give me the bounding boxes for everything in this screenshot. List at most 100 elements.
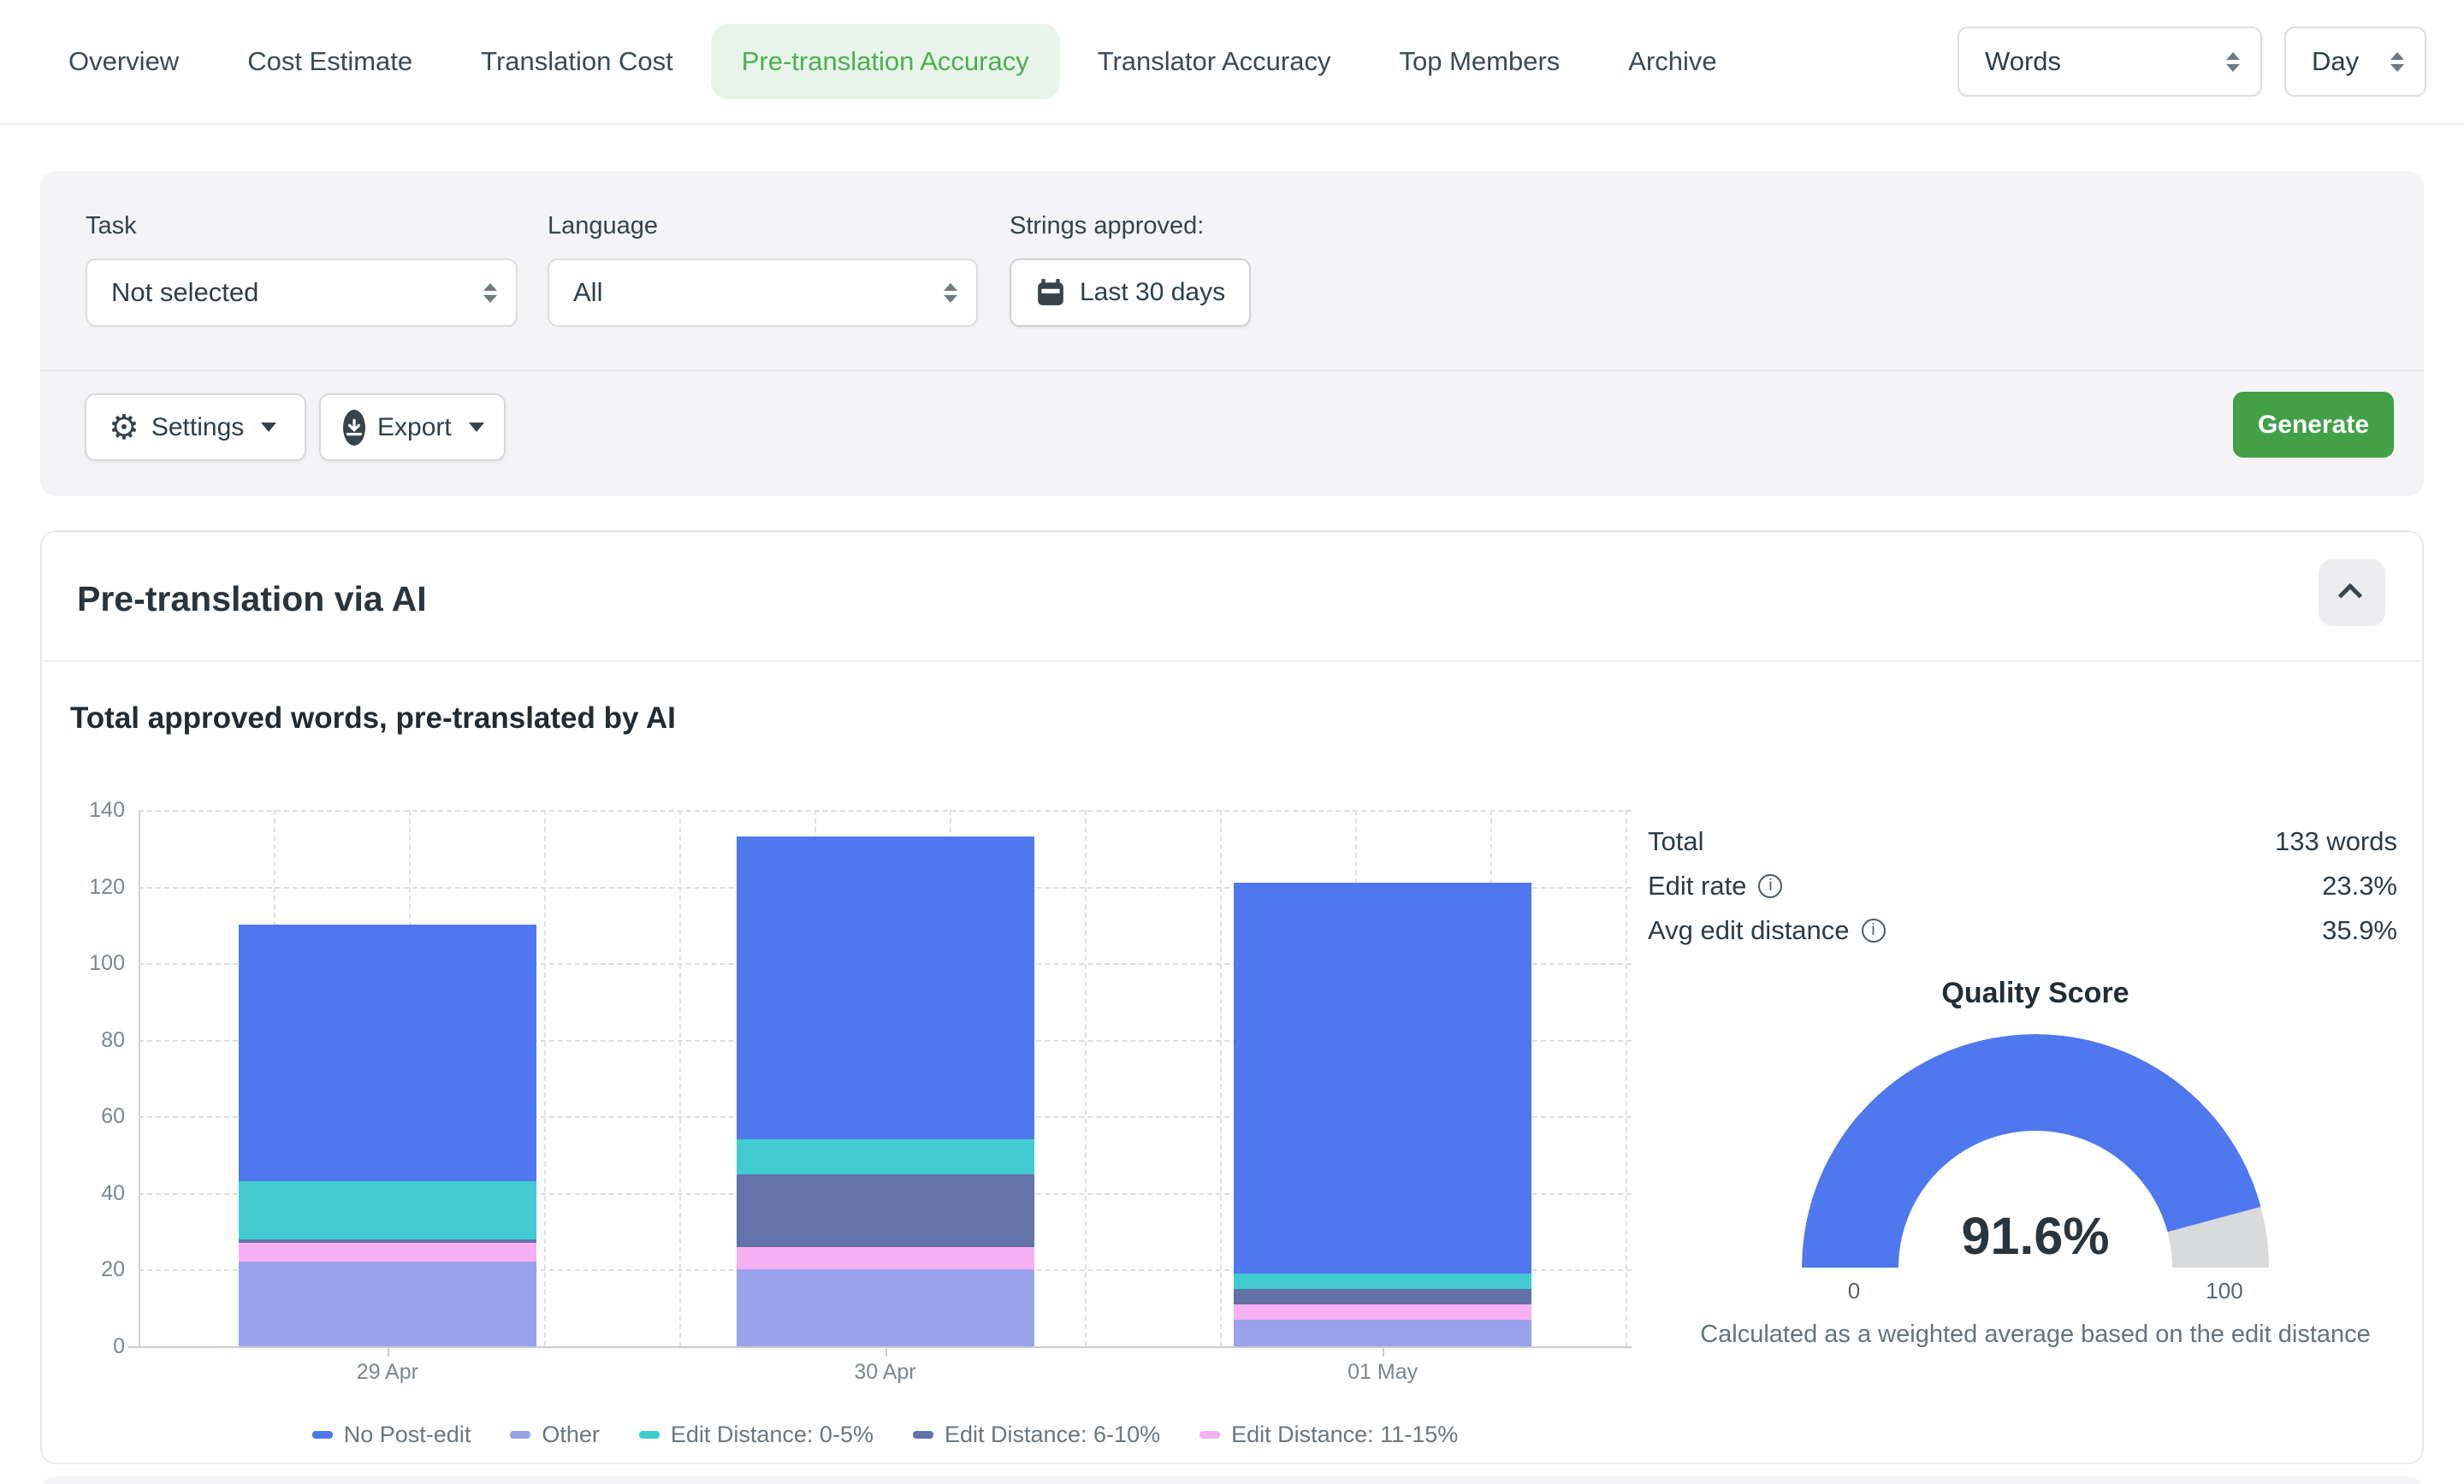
date-range-button[interactable]: Last 30 days <box>1010 258 1252 327</box>
gear-icon: ⚙ <box>109 407 139 447</box>
x-tick <box>885 1346 887 1357</box>
tab-top-members[interactable]: Top Members <box>1399 46 1561 76</box>
y-axis-line <box>139 810 140 1346</box>
segment-edit-distance-6-10[interactable] <box>736 1174 1034 1247</box>
select-arrows-icon <box>944 282 957 303</box>
stats-panel: Total 133 words Edit rate i 23.3% Avg edit di… <box>1648 819 2397 953</box>
filter-divider <box>40 370 2424 371</box>
export-button[interactable]: Export <box>319 393 506 461</box>
pretranslation-card: Pre-translation via AI Total approved wo… <box>40 530 2424 1464</box>
legend-label: No Post-edit <box>343 1422 471 1447</box>
next-section-card[interactable] <box>40 1476 2424 1484</box>
section-title: Pre-translation via AI <box>77 579 427 618</box>
segment-edit-distance-6-10[interactable] <box>238 1239 536 1244</box>
chart-legend: No Post-edit Other Edit Distance: 0-5% Edit… <box>139 1422 1632 1448</box>
task-select-value: Not selected <box>111 277 259 307</box>
segment-other[interactable] <box>238 1262 536 1346</box>
x-tick <box>387 1346 389 1357</box>
settings-button-label: Settings <box>151 412 245 441</box>
task-select[interactable]: Not selected <box>86 258 518 327</box>
gauge-value: 91.6% <box>1961 1207 2110 1265</box>
bar-01-may[interactable] <box>1234 883 1532 1346</box>
bar-29-apr[interactable] <box>238 925 536 1346</box>
tab-overview[interactable]: Overview <box>68 46 180 76</box>
select-arrows-icon <box>2226 51 2240 72</box>
stat-value: 133 words <box>2274 826 2397 856</box>
select-arrows-icon <box>483 282 497 303</box>
tab-translator-accuracy[interactable]: Translator Accuracy <box>1097 46 1331 76</box>
legend-label: Other <box>542 1422 600 1447</box>
info-icon[interactable]: i <box>1758 874 1783 898</box>
select-arrows-icon <box>2390 51 2404 72</box>
bar-30-apr[interactable] <box>736 837 1034 1346</box>
stat-row-total: Total 133 words <box>1648 819 2397 864</box>
gauge-caption: Calculated as a weighted average based o… <box>1700 1321 2371 1348</box>
segment-no-post-edit[interactable] <box>238 925 536 1182</box>
tab-translation-cost[interactable]: Translation Cost <box>481 46 673 76</box>
y-tick-label: 20 <box>101 1257 125 1282</box>
export-button-label: Export <box>377 412 452 441</box>
period-select[interactable]: Day <box>2284 27 2426 97</box>
chart-title: Total approved words, pre-translated by … <box>70 701 676 735</box>
language-select[interactable]: All <box>548 258 978 327</box>
legend-item-no-post-edit[interactable]: No Post-edit <box>311 1422 471 1448</box>
segment-edit-distance-0-5[interactable] <box>238 1181 536 1239</box>
card-divider <box>42 660 2422 662</box>
calendar-icon <box>1038 279 1063 305</box>
stat-label: Total <box>1648 826 1704 856</box>
x-tick-label: 30 Apr <box>854 1360 916 1384</box>
tab-cost-estimate[interactable]: Cost Estimate <box>247 46 413 76</box>
h-gridline <box>139 810 1632 812</box>
filter-panel: Task Not selected Language All Strings a… <box>40 171 2424 496</box>
caret-down-icon <box>261 423 277 432</box>
legend-swatch <box>311 1431 333 1439</box>
info-icon[interactable]: i <box>1861 919 1886 943</box>
legend-item-other[interactable]: Other <box>510 1422 600 1448</box>
legend-swatch <box>510 1431 531 1439</box>
y-tick-label: 0 <box>113 1334 125 1358</box>
y-tick-label: 100 <box>89 951 125 976</box>
legend-swatch <box>1199 1431 1221 1439</box>
segment-edit-distance-11-15[interactable] <box>736 1246 1034 1270</box>
stat-row-avg-edit-distance: Avg edit distance i 35.9% <box>1648 908 2397 953</box>
generate-button[interactable]: Generate <box>2233 392 2394 458</box>
segment-no-post-edit[interactable] <box>736 837 1034 1140</box>
gauge-title: Quality Score <box>1941 977 2129 1009</box>
tab-pre-translation-accuracy[interactable]: Pre-translation Accuracy <box>710 24 1060 99</box>
segment-edit-distance-11-15[interactable] <box>1234 1304 1532 1320</box>
language-select-value: All <box>573 277 603 307</box>
legend-label: Edit Distance: 11-15% <box>1231 1422 1459 1447</box>
v-gridline <box>679 810 681 1346</box>
x-tick <box>1383 1346 1385 1357</box>
tab-archive[interactable]: Archive <box>1628 46 1717 76</box>
x-tick-label: 01 May <box>1348 1360 1419 1384</box>
stat-value: 35.9% <box>2322 915 2397 945</box>
unit-select[interactable]: Words <box>1958 27 2262 97</box>
settings-button[interactable]: ⚙ Settings <box>85 393 306 461</box>
nav-tabs: Overview Cost Estimate Translation Cost Pre… <box>38 24 1748 99</box>
language-label: Language <box>548 212 659 239</box>
nav-right-controls: Words Day <box>1958 27 2426 97</box>
legend-item-edit-distance-11-15[interactable]: Edit Distance: 11-15% <box>1199 1422 1458 1448</box>
segment-edit-distance-0-5[interactable] <box>736 1139 1034 1174</box>
segment-other[interactable] <box>736 1269 1034 1346</box>
top-nav: Overview Cost Estimate Translation Cost Pre… <box>0 0 2464 125</box>
strings-approved-label: Strings approved: <box>1010 212 1205 239</box>
v-gridline <box>1085 810 1087 1346</box>
y-tick-label: 60 <box>101 1104 125 1129</box>
legend-swatch <box>912 1431 933 1439</box>
segment-other[interactable] <box>1234 1319 1532 1346</box>
collapse-button[interactable] <box>2319 559 2385 626</box>
stat-value: 23.3% <box>2322 871 2397 901</box>
segment-no-post-edit[interactable] <box>1234 883 1532 1274</box>
unit-select-value: Words <box>1985 46 2062 76</box>
segment-edit-distance-0-5[interactable] <box>1234 1273 1532 1289</box>
segment-edit-distance-11-15[interactable] <box>238 1243 536 1262</box>
legend-label: Edit Distance: 0-5% <box>670 1422 874 1447</box>
v-gridline <box>1626 810 1627 1346</box>
legend-item-edit-distance-0-5[interactable]: Edit Distance: 0-5% <box>638 1422 874 1448</box>
legend-item-edit-distance-6-10[interactable]: Edit Distance: 6-10% <box>912 1422 1160 1448</box>
segment-edit-distance-6-10[interactable] <box>1234 1288 1532 1304</box>
v-gridline <box>1220 810 1222 1346</box>
caret-down-icon <box>468 423 484 432</box>
